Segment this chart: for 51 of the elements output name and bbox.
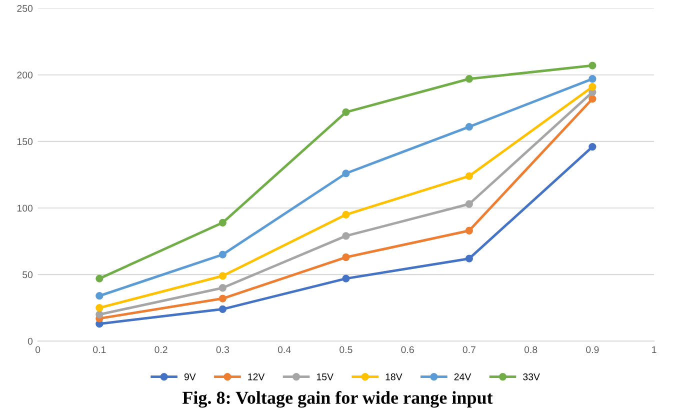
legend-label: 15V — [316, 374, 334, 380]
point — [465, 75, 474, 83]
point — [465, 226, 474, 234]
point — [342, 108, 350, 116]
x-tick-label: 0.1 — [93, 346, 106, 354]
point — [588, 75, 596, 83]
point — [218, 284, 226, 292]
point — [342, 253, 350, 262]
legend-label: 24V — [454, 373, 472, 380]
point — [342, 210, 350, 218]
point — [588, 142, 596, 151]
x-tick-label: 1 — [652, 346, 656, 354]
point — [96, 304, 104, 312]
point — [465, 172, 474, 180]
point — [218, 272, 226, 280]
y-tick-label: 0 — [28, 338, 33, 345]
point — [465, 254, 474, 262]
y-tick-label: 250 — [17, 5, 33, 12]
x-tick-label: 0.3 — [216, 346, 230, 354]
legend-label: 33V — [523, 373, 540, 380]
x-tick-label: 0.2 — [154, 346, 168, 354]
point — [218, 218, 226, 226]
point — [342, 232, 350, 240]
point — [465, 200, 474, 208]
legend-label: 9V — [184, 373, 196, 380]
x-tick-label: 0.6 — [401, 346, 414, 354]
point — [342, 274, 350, 282]
point — [96, 292, 104, 300]
x-tick-label: 0.8 — [524, 346, 538, 354]
y-tick-label: 150 — [17, 138, 33, 146]
point — [96, 274, 104, 282]
y-tick-label: 200 — [17, 72, 33, 78]
point — [218, 305, 226, 313]
x-tick-label: 0.4 — [278, 346, 291, 354]
legend-label: 12V — [248, 373, 265, 380]
legend-label: 18V — [386, 373, 402, 380]
point — [342, 170, 350, 178]
point — [96, 310, 104, 318]
point — [588, 83, 596, 91]
point — [218, 250, 226, 258]
x-tick-label: 0.7 — [462, 346, 476, 354]
point — [588, 62, 596, 70]
text: Fig. 8: Voltage gain for wide range input — [182, 390, 493, 408]
y-tick-label: 100 — [17, 204, 33, 212]
point — [218, 294, 226, 302]
y-tick-label: 50 — [22, 271, 33, 278]
point — [465, 122, 474, 131]
x-tick-label: 0.9 — [586, 346, 599, 354]
x-tick-label: 0.5 — [340, 346, 352, 354]
x-tick-label: 0 — [35, 346, 40, 354]
point — [588, 95, 596, 103]
